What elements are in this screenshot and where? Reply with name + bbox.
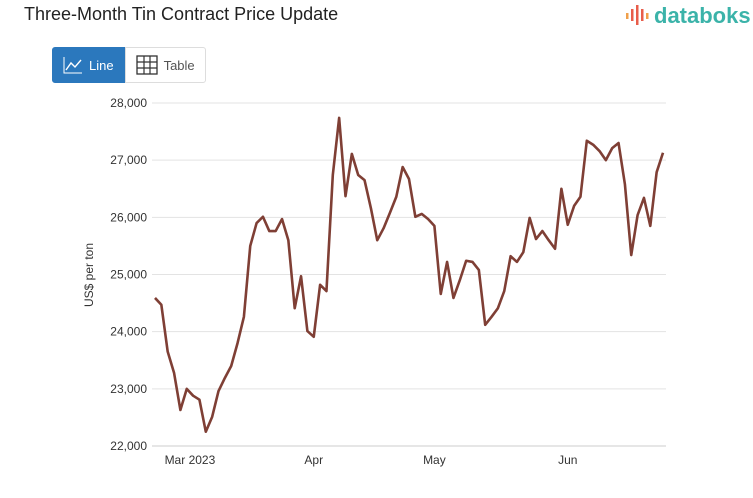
line-view-button[interactable]: Line (52, 47, 125, 83)
line-view-label: Line (89, 57, 114, 73)
databoks-logo: databoks (626, 3, 751, 29)
logo-bars-icon (626, 5, 649, 25)
y-tick-label: 24,000 (110, 325, 147, 339)
table-icon (135, 55, 158, 75)
y-tick-label: 22,000 (110, 439, 147, 453)
y-tick-label: 25,000 (110, 268, 147, 282)
y-tick-label: 28,000 (110, 96, 147, 110)
table-view-button[interactable]: Table (124, 47, 206, 83)
y-axis-label: US$ per ton (82, 243, 96, 307)
y-tick-label: 23,000 (110, 382, 147, 396)
chart-title: Three-Month Tin Contract Price Update (24, 4, 339, 24)
y-tick-label: 26,000 (110, 210, 147, 224)
logo-text: databoks (654, 3, 751, 28)
y-tick-label: 27,000 (110, 153, 147, 167)
x-tick-label: Apr (304, 453, 323, 467)
price-series-line (154, 116, 665, 434)
x-tick-label: Mar 2023 (165, 453, 216, 467)
table-view-label: Table (163, 57, 195, 73)
x-tick-label: Jun (558, 453, 577, 467)
line-chart-icon (63, 57, 82, 74)
view-toggle: Line Table (52, 47, 206, 83)
x-tick-label: May (423, 453, 446, 467)
